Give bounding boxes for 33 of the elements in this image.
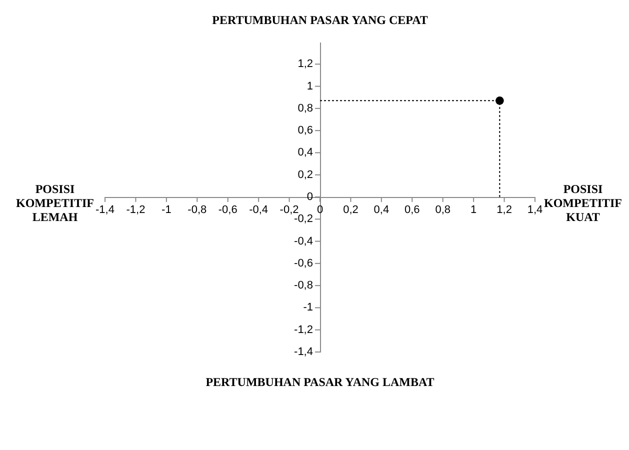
- y-tick-label: 0: [306, 191, 313, 203]
- text: POSISI KOMPETITIF KUAT: [544, 182, 622, 224]
- x-tick-label: -0,4: [249, 204, 268, 216]
- x-tick-label: 0,8: [435, 204, 451, 216]
- x-tick-label: 0,4: [374, 204, 390, 216]
- y-tick-label: -1: [303, 302, 313, 314]
- y-tick-label: -0,4: [294, 235, 313, 248]
- x-tick-label: -1,2: [126, 204, 146, 216]
- y-tick-label: 1: [306, 80, 313, 92]
- x-tick-label: 1: [470, 204, 477, 216]
- x-tick-label: -0,8: [188, 204, 207, 216]
- y-tick-label: -1,4: [294, 346, 313, 358]
- x-tick-label: 0: [316, 204, 324, 216]
- y-tick-label: -0,2: [294, 213, 313, 226]
- x-tick-label: 1,2: [496, 204, 512, 216]
- y-tick-label: 0,8: [298, 102, 313, 114]
- y-tick-label: 0,6: [298, 124, 313, 137]
- y-tick-label: 1,2: [298, 58, 313, 70]
- y-tick-label: -0,6: [294, 257, 313, 270]
- text: POSISI KOMPETITIF LEMAH: [16, 182, 94, 224]
- y-tick-label: -0,8: [294, 280, 313, 292]
- x-tick-label: -0,6: [218, 204, 238, 216]
- x-tick-label: 0,2: [343, 204, 358, 216]
- x-tick-label: -1: [162, 204, 172, 216]
- x-tick-label: -0,2: [280, 204, 299, 216]
- x-tick-label: -1,4: [96, 204, 114, 216]
- text: PERTUMBUHAN PASAR YANG CEPAT: [212, 13, 428, 27]
- y-tick-label: 0,4: [298, 146, 313, 159]
- x-tick-label: 0,6: [404, 204, 420, 216]
- y-tick-label: -1,2: [294, 324, 313, 336]
- text: PERTUMBUHAN PASAR YANG LAMBAT: [206, 375, 434, 389]
- x-tick-label: 1,4: [527, 204, 543, 216]
- y-tick-label: 0,2: [298, 168, 313, 181]
